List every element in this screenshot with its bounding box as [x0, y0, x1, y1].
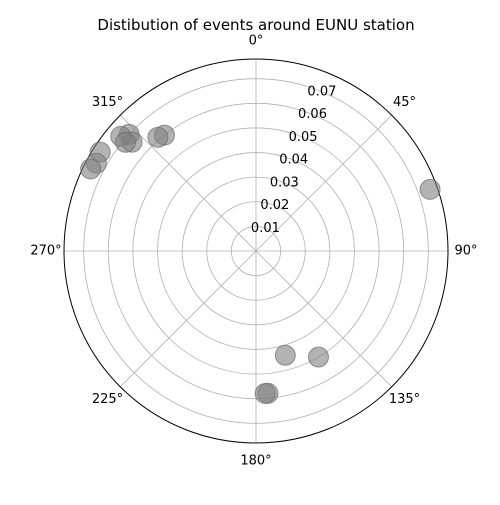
r-tick-label-4: 0.05	[289, 130, 318, 145]
theta-tick-label-315: 315°	[92, 95, 123, 110]
r-tick-label-6: 0.07	[307, 84, 336, 99]
points-layer	[80, 123, 441, 404]
r-tick-label-1: 0.02	[260, 198, 289, 213]
theta-tick-label-180: 180°	[240, 454, 271, 469]
grid-spoke-5	[119, 250, 257, 388]
theta-tick-label-225: 225°	[92, 392, 123, 407]
grid-spoke-7	[119, 114, 257, 252]
polar-frame	[63, 58, 449, 444]
theta-tick-label-135: 135°	[389, 392, 420, 407]
grid-spoke-3	[255, 250, 393, 388]
data-point-2	[147, 126, 169, 148]
data-point-10	[307, 346, 329, 368]
theta-tick-label-270: 270°	[30, 244, 61, 259]
data-point-13	[254, 382, 276, 404]
grid-layer	[63, 58, 449, 444]
r-tick-label-5: 0.06	[298, 107, 327, 122]
data-point-9	[80, 158, 102, 180]
data-point-6	[115, 131, 137, 153]
r-tick-label-0: 0.01	[251, 221, 280, 236]
data-point-0	[419, 178, 441, 200]
chart-title: Distibution of events around EUNU statio…	[97, 16, 414, 34]
theta-tick-label-90: 90°	[454, 244, 477, 259]
grid-spoke-1	[255, 114, 393, 252]
theta-tick-label-0: 0°	[249, 34, 264, 49]
data-point-11	[274, 344, 296, 366]
r-tick-label-2: 0.03	[270, 175, 299, 190]
theta-tick-label-45: 45°	[393, 95, 416, 110]
labels-layer: 0° 45° 90° 135° 180° 225° 270° 315° 0.01 0.02 0.03…	[30, 34, 477, 469]
r-tick-label-3: 0.04	[279, 153, 308, 168]
